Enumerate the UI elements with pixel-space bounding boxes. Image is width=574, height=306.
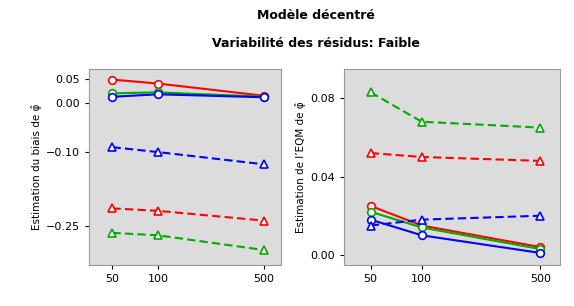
Y-axis label: Estimation de l’EQM de φ̂: Estimation de l’EQM de φ̂	[296, 101, 307, 233]
Text: Variabilité des résidus: Faible: Variabilité des résidus: Faible	[212, 37, 420, 50]
Text: Modèle décentré: Modèle décentré	[257, 9, 375, 22]
Y-axis label: Estimation du biais de φ̂: Estimation du biais de φ̂	[30, 104, 42, 230]
